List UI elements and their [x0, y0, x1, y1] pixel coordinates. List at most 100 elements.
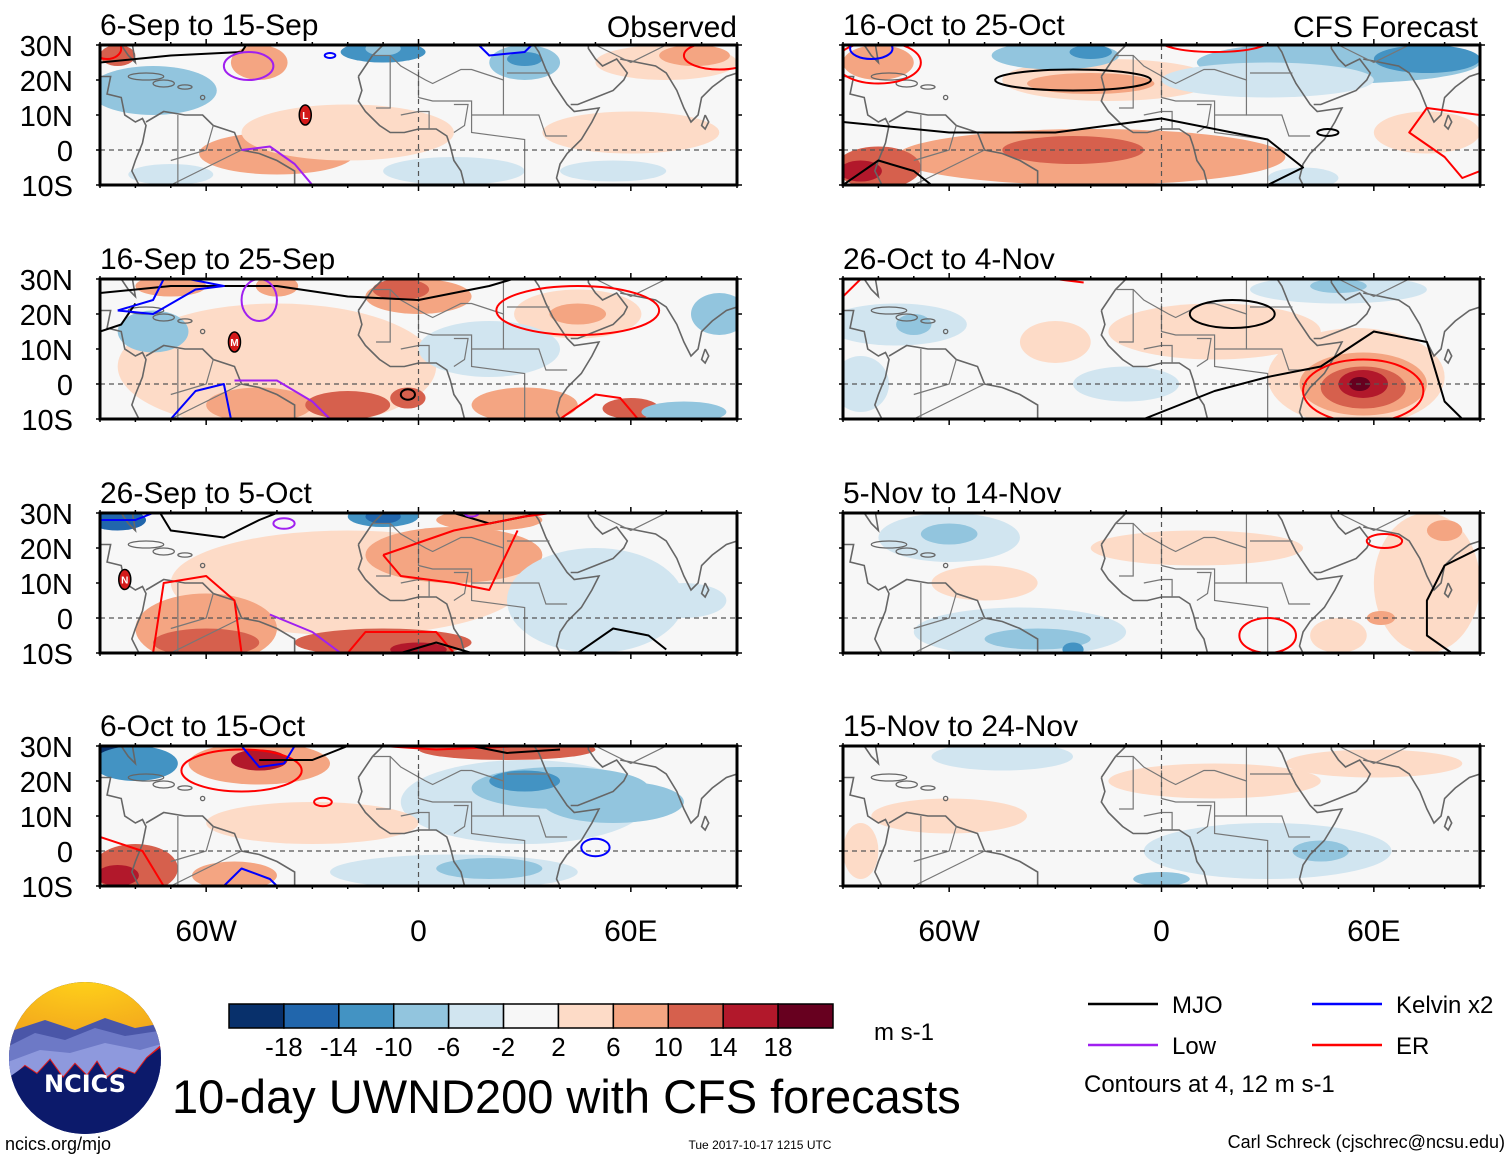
country-border: [1196, 804, 1212, 835]
colorbar-swatch: [612, 1003, 670, 1029]
island: [942, 94, 949, 101]
coastline: [453, 513, 601, 653]
coastline: [100, 513, 137, 533]
panel-title: 5-Nov to 14-Nov: [843, 477, 1061, 510]
anomaly-region: [506, 52, 543, 66]
country-border: [1143, 344, 1173, 363]
contour-line: [152, 575, 243, 653]
country-border: [1143, 578, 1173, 597]
storm-marker: M: [227, 331, 242, 353]
coastline: [1100, 76, 1209, 185]
island: [870, 540, 908, 549]
map-panel: 15-Nov to 24-Nov: [839, 710, 1485, 892]
contour-line: [843, 117, 1305, 185]
country-border: [372, 746, 505, 786]
country-border: [503, 348, 568, 371]
coastline: [1196, 746, 1344, 886]
coastline: [100, 75, 147, 185]
country-border: [1115, 746, 1248, 786]
country-border: [1338, 746, 1410, 765]
anomaly-region: [1373, 45, 1480, 73]
anomaly-region: [117, 76, 189, 105]
country-border: [595, 279, 667, 298]
country-border: [170, 125, 214, 162]
island: [199, 795, 206, 802]
contour-line: [382, 530, 519, 591]
coastline: [1363, 759, 1480, 825]
y-tick-label: 10N: [20, 101, 73, 133]
country-border: [1115, 279, 1248, 319]
country-border: [1246, 114, 1311, 137]
coastline: [1196, 513, 1344, 653]
coastline: [1313, 45, 1372, 106]
coastline: [843, 45, 880, 65]
forecast-label: CFS Forecast: [1293, 11, 1479, 44]
x-tick-label: 0: [410, 915, 427, 948]
x-tick-label: 60W: [918, 915, 980, 948]
coastline: [843, 279, 880, 299]
colorbar-swatch: [557, 1003, 615, 1029]
timestamp: Tue 2017-10-17 1215 UTC: [689, 1138, 832, 1152]
coastline: [843, 746, 880, 766]
colorbar-tick-label: -2: [492, 1032, 515, 1062]
y-tick-label: 10S: [21, 872, 73, 904]
y-tick-label: 0: [57, 136, 73, 168]
coastline: [100, 776, 147, 886]
contour-line: [240, 746, 296, 768]
anomaly-region: [489, 770, 561, 792]
colorbar-swatch: [392, 1003, 450, 1029]
country-border: [1338, 513, 1410, 532]
contour-line: [240, 279, 278, 322]
island: [920, 84, 936, 90]
anomaly-region: [1133, 872, 1190, 886]
contour-line: [180, 748, 303, 793]
anomaly-region: [135, 279, 207, 297]
island: [895, 547, 918, 556]
x-tick-label: 60E: [1347, 915, 1400, 948]
legend-label: ER: [1396, 1033, 1429, 1060]
contour-line: [1408, 107, 1480, 179]
main-title: 10-day UWND200 with CFS forecasts: [172, 1070, 961, 1123]
coastline: [357, 76, 466, 185]
island: [152, 79, 175, 88]
coastline: [888, 578, 1039, 653]
contour-line: [559, 393, 639, 419]
anomaly-region: [1090, 530, 1304, 566]
ncics-logo[interactable]: NCICS: [5, 978, 165, 1138]
anomaly-region: [241, 104, 454, 161]
coastline: [100, 746, 137, 766]
country-border: [376, 523, 391, 577]
contour-line: [399, 388, 416, 401]
country-border: [913, 125, 957, 162]
panel-title: 16-Oct to 25-Oct: [843, 9, 1065, 42]
country-border: [1119, 523, 1134, 577]
country-border: [913, 826, 957, 863]
coastline: [1100, 777, 1209, 886]
coastline: [700, 582, 710, 599]
contour-line: [495, 285, 661, 336]
coastline: [843, 776, 890, 886]
site-link[interactable]: ncics.org/mjo: [5, 1134, 111, 1154]
anomaly-region: [436, 858, 543, 879]
contour-line: [170, 383, 232, 419]
site-link-text[interactable]: ncics.org/mjo: [5, 1134, 111, 1154]
colorbar-tick-label: 14: [709, 1032, 738, 1062]
contour-line: [100, 45, 248, 64]
contour-line: [117, 279, 225, 315]
anomaly-region: [206, 802, 419, 844]
country-border: [376, 289, 391, 343]
y-tick-label: 30N: [20, 732, 73, 764]
country-border: [503, 114, 568, 137]
colorbar-swatch: [777, 1003, 834, 1029]
island: [152, 780, 175, 789]
country-border: [170, 826, 214, 863]
legend-entry: Kelvin x2: [1312, 992, 1493, 1019]
country-border: [470, 816, 526, 886]
legend-entry: MJO: [1088, 992, 1223, 1019]
coastline: [888, 344, 1039, 419]
country-border: [400, 811, 430, 830]
colorbar-swatch: [722, 1003, 779, 1029]
x-tick-label: 60W: [175, 915, 237, 948]
